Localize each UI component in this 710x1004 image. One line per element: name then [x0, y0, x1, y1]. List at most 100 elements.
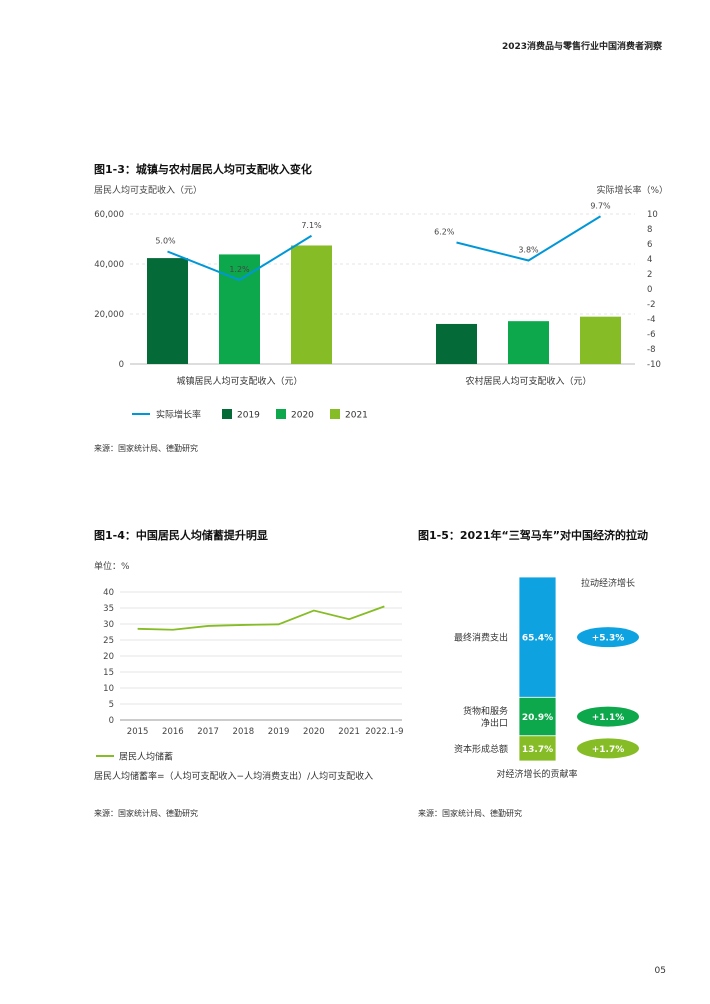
fig14-y-tick: 5 — [109, 700, 114, 710]
fig13-y2-tick: 0 — [647, 285, 652, 295]
fig15-segment-label: 65.4% — [522, 634, 553, 644]
fig13-legend-label: 2020 — [291, 411, 314, 421]
fig13-y2-tick: -2 — [647, 300, 655, 310]
fig14-x-tick: 2016 — [162, 727, 184, 737]
fig14-x-tick: 2022.1-9 — [365, 727, 403, 737]
fig15-category-label: 货物和服务 — [463, 705, 508, 717]
fig13-y-tick: 0 — [119, 360, 124, 370]
fig14-savings-line — [137, 605, 385, 631]
fig15-segment-label: 20.9% — [522, 713, 553, 723]
fig13-legend-swatch-2019 — [222, 409, 232, 419]
fig15-pull-value: +1.1% — [592, 713, 625, 723]
fig13-y2-ticks: 10 8 6 4 2 0 -2 -4 -6 -8 -10 — [647, 210, 661, 370]
fig14-y-tick: 20 — [103, 652, 114, 662]
fig13-y-axis-label: 居民人均可支配收入（元） — [94, 184, 202, 196]
fig13-chart: 居民人均可支配收入（元） 实际增长率（%） 60,000 40,000 20,000… — [94, 184, 668, 421]
fig14-legend: 居民人均储蓄 — [96, 751, 173, 763]
fig15-segment — [518, 696, 557, 737]
fig15-category-label: 最终消费支出 — [454, 632, 508, 644]
fig14-y-tick: 40 — [103, 588, 114, 598]
fig14-x-ticks: 2015 2016 2017 2018 2019 2020 2021 2022.1-9 — [127, 727, 404, 737]
fig14-title: 图1-4：中国居民人均储蓄提升明显 — [94, 529, 268, 542]
fig13-y2-tick: 6 — [647, 240, 652, 250]
fig15-segment — [518, 735, 557, 762]
fig13-growth-label: 3.8% — [518, 246, 539, 255]
fig15-segment-label: 13.7% — [522, 745, 553, 755]
fig13-gridlines — [130, 213, 635, 365]
fig13-growth-label: 5.0% — [155, 237, 176, 246]
fig13-category-labels: 城镇居民人均可支配收入（元） 农村居民人均可支配收入（元） — [176, 375, 591, 387]
fig13-source: 来源：国家统计局、德勤研究 — [94, 444, 198, 453]
fig14-y-tick: 30 — [103, 620, 114, 630]
fig13-growth-lines: 5.0% 1.2% 7.1% 6.2% 3.8% 9.7% — [155, 201, 611, 282]
page-number: 05 — [654, 966, 666, 976]
fig14-y-tick: 10 — [103, 684, 114, 694]
fig15-pull-badge — [577, 738, 639, 759]
fig14-gridlines — [120, 591, 402, 721]
fig13-bar-2021 — [580, 316, 621, 364]
fig15-segment — [518, 576, 557, 698]
fig13-y2-tick: 10 — [647, 210, 658, 220]
fig13-y-tick: 20,000 — [94, 310, 124, 320]
fig13-growth-label: 6.2% — [434, 228, 455, 237]
fig14-legend-label: 居民人均储蓄 — [119, 751, 173, 763]
fig15-right-header: 拉动经济增长 — [581, 577, 635, 589]
fig13-y2-tick: -10 — [647, 360, 661, 370]
fig14-y-tick: 0 — [109, 716, 114, 726]
fig14-unit: 单位：% — [94, 562, 130, 572]
fig13-growth-label: 7.1% — [301, 221, 322, 230]
fig14-x-tick: 2021 — [338, 727, 360, 737]
fig15-pull-value: +1.7% — [592, 745, 625, 755]
fig15-stacked-bar: 65.4% 20.9% 13.7% — [518, 576, 557, 762]
fig14-y-ticks: 40 35 30 25 20 15 10 5 0 — [103, 588, 114, 726]
fig13-y2-axis-label: 实际增长率（%） — [596, 184, 668, 196]
fig14-y-tick: 35 — [103, 604, 114, 614]
fig14-x-tick: 2015 — [127, 727, 149, 737]
fig13-y2-tick: 2 — [647, 270, 652, 280]
fig14-x-tick: 2018 — [233, 727, 255, 737]
fig13-legend-label: 实际增长率 — [156, 409, 201, 421]
fig14-y-tick: 25 — [103, 636, 114, 646]
fig13-y2-tick: -6 — [647, 330, 655, 340]
fig14-series-line — [137, 605, 385, 631]
fig13-bar-2019 — [436, 323, 477, 364]
fig14-x-tick: 2017 — [197, 727, 219, 737]
fig13-legend-swatch-2021 — [330, 409, 340, 419]
fig13-legend-label: 2021 — [345, 411, 368, 421]
fig15-pull-value: +5.3% — [592, 634, 625, 644]
fig14-formula-note: 居民人均储蓄率=（人均可支配收入−人均消费支出）/人均可支配收入 — [94, 772, 374, 782]
fig13-bar-2020 — [508, 321, 549, 364]
fig13-growth-line — [456, 215, 602, 262]
fig13-bar-2019 — [147, 258, 188, 364]
fig13-category-label: 农村居民人均可支配收入（元） — [465, 375, 591, 387]
fig14-x-tick: 2020 — [303, 727, 325, 737]
fig15-x-axis-label: 对经济增长的贡献率 — [496, 768, 577, 780]
fig13-y2-tick: 8 — [647, 225, 652, 235]
fig14-source: 来源：国家统计局、德勤研究 — [94, 809, 198, 818]
fig13-bar-2021 — [291, 245, 332, 364]
fig15-source: 来源：国家统计局、德勤研究 — [418, 809, 522, 818]
fig13-y-ticks: 60,000 40,000 20,000 0 — [94, 210, 124, 370]
fig15-title: 图1-5：2021年“三驾马车”对中国经济的拉动 — [418, 529, 648, 542]
fig14-y-tick: 15 — [103, 668, 114, 678]
fig15-category-label: 净出口 — [481, 717, 508, 729]
fig13-legend-swatch-2020 — [276, 409, 286, 419]
fig15-category-label: 资本形成总额 — [454, 743, 508, 755]
fig13-y-tick: 60,000 — [94, 210, 124, 220]
fig15-pull-badge — [577, 706, 639, 727]
fig14-x-tick: 2019 — [268, 727, 290, 737]
fig13-title: 图1-3：城镇与农村居民人均可支配收入变化 — [94, 163, 312, 176]
fig13-legend-label: 2019 — [237, 411, 260, 421]
fig13-y2-tick: 4 — [647, 255, 652, 265]
fig15-pull-badges: +5.3% +1.1% +1.7% — [577, 627, 639, 759]
fig13-growth-line — [167, 234, 313, 282]
fig13-growth-label: 9.7% — [590, 201, 611, 210]
document-header: 2023消费品与零售行业中国消费者洞察 — [501, 42, 662, 52]
fig13-y2-tick: -4 — [647, 315, 655, 325]
fig13-category-label: 城镇居民人均可支配收入（元） — [176, 375, 302, 387]
fig13-legend: 实际增长率 2019 2020 2021 — [132, 409, 368, 421]
fig13-y2-tick: -8 — [647, 345, 655, 355]
fig13-y-tick: 40,000 — [94, 260, 124, 270]
